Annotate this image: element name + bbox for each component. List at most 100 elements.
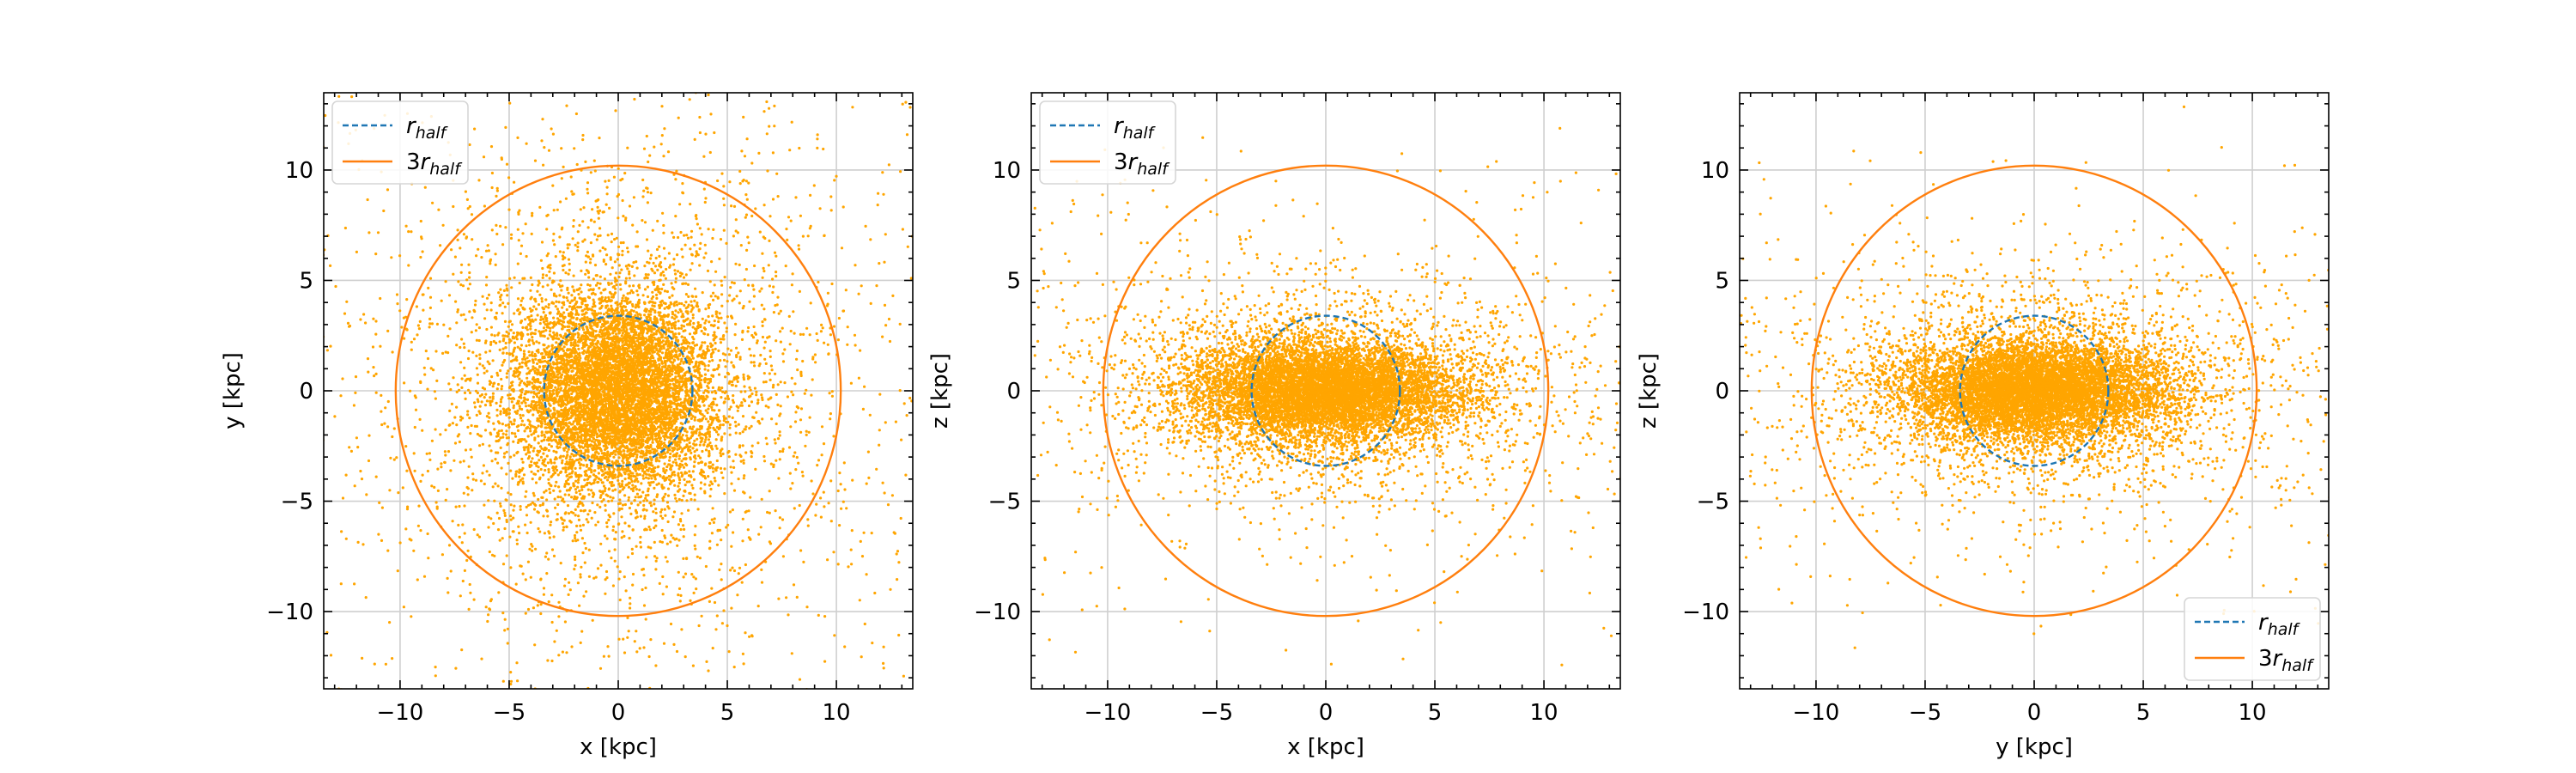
scatter-point — [637, 496, 641, 499]
scatter-point — [653, 271, 657, 275]
scatter-point — [519, 505, 522, 508]
scatter-point — [561, 320, 564, 323]
scatter-point — [586, 513, 590, 516]
scatter-point — [608, 454, 611, 458]
scatter-point — [651, 290, 654, 294]
scatter-point — [709, 355, 714, 359]
scatter-point — [606, 435, 610, 438]
scatter-point — [580, 458, 583, 461]
scatter-point — [550, 346, 555, 350]
scatter-point — [584, 299, 587, 302]
scatter-point — [683, 380, 688, 383]
scatter-point — [662, 435, 665, 438]
scatter-point — [575, 317, 579, 320]
scatter-point — [703, 321, 707, 325]
scatter-point — [495, 408, 499, 411]
scatter-point — [484, 350, 488, 354]
scatter-point — [575, 524, 579, 528]
scatter-point — [660, 362, 665, 365]
scatter-point — [579, 430, 582, 434]
scatter-point — [602, 313, 606, 316]
scatter-point — [593, 293, 597, 296]
scatter-point — [598, 282, 602, 285]
scatter-point — [709, 295, 713, 298]
scatter-point — [649, 307, 653, 311]
scatter-point — [756, 399, 760, 402]
scatter-point — [653, 283, 656, 287]
scatter-point — [750, 361, 753, 364]
scatter-point — [550, 445, 554, 448]
scatter-point — [714, 444, 718, 447]
scatter-point — [653, 332, 656, 335]
scatter-point — [619, 288, 623, 291]
scatter-point — [581, 328, 586, 332]
scatter-point — [534, 481, 538, 484]
scatter-point — [529, 405, 533, 409]
scatter-point — [519, 303, 523, 307]
scatter-point — [538, 399, 542, 402]
scatter-point — [500, 466, 503, 470]
scatter-point — [542, 593, 546, 596]
scatter-point — [605, 475, 608, 479]
scatter-point — [657, 465, 660, 468]
scatter-point — [682, 535, 685, 539]
scatter-point — [761, 396, 764, 399]
scatter-point — [530, 391, 533, 394]
scatter-point — [541, 273, 545, 277]
scatter-point — [673, 484, 677, 487]
scatter-point — [572, 274, 575, 277]
scatter-point — [653, 265, 658, 268]
scatter-point — [513, 341, 517, 344]
scatter-point — [659, 510, 663, 514]
scatter-point — [710, 405, 714, 409]
scatter-point — [635, 515, 639, 519]
scatter-point — [527, 404, 531, 407]
scatter-point — [521, 357, 525, 361]
scatter-point — [525, 390, 528, 393]
scatter-point — [531, 358, 535, 362]
scatter-point — [503, 334, 507, 338]
scatter-point — [483, 429, 488, 432]
scatter-point — [685, 347, 689, 350]
scatter-point — [672, 407, 676, 411]
scatter-point — [577, 347, 580, 350]
scatter-point — [696, 366, 700, 369]
scatter-point — [507, 407, 510, 411]
scatter-point — [565, 296, 568, 300]
scatter-point — [660, 287, 664, 291]
scatter-point — [704, 417, 708, 421]
scatter-point — [733, 333, 737, 337]
scatter-point — [585, 518, 588, 521]
scatter-point — [566, 325, 569, 328]
scatter-point — [583, 478, 586, 482]
scatter-point — [500, 486, 503, 490]
scatter-point — [688, 332, 692, 336]
scatter-point — [463, 366, 466, 369]
scatter-point — [578, 490, 581, 493]
scatter-point — [576, 485, 580, 489]
scatter-point — [500, 377, 503, 381]
scatter-point — [504, 423, 507, 427]
scatter-point — [592, 298, 595, 301]
scatter-point — [488, 444, 491, 447]
scatter-point — [526, 380, 530, 384]
scatter-point — [681, 313, 684, 316]
scatter-point — [595, 313, 598, 317]
scatter-point — [526, 448, 530, 452]
scatter-point — [546, 283, 550, 287]
scatter-point — [563, 484, 567, 489]
scatter-point — [704, 319, 708, 322]
scatter-point — [724, 375, 727, 379]
scatter-point — [611, 499, 614, 502]
scatter-point — [611, 266, 614, 270]
scatter-point — [790, 283, 794, 287]
scatter-point — [696, 222, 700, 226]
scatter-point — [750, 424, 753, 428]
scatter-point — [590, 489, 593, 492]
scatter-point — [690, 354, 694, 357]
scatter-point — [644, 307, 647, 311]
scatter-point — [552, 406, 556, 410]
scatter-point — [590, 292, 594, 295]
scatter-point — [532, 399, 536, 404]
scatter-point — [526, 435, 530, 438]
